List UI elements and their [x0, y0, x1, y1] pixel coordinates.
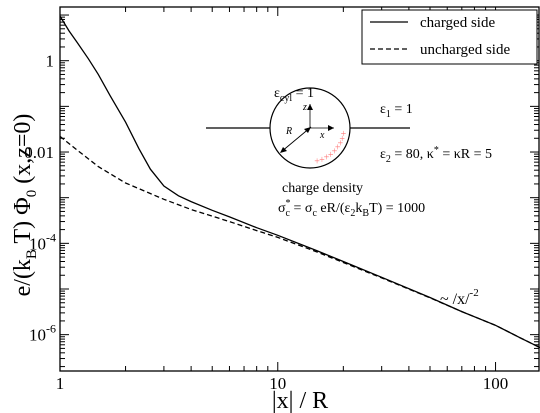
eps1-label: ε1 = 1 [380, 102, 413, 120]
inset-z-arrow [307, 104, 313, 110]
power-law-label: ~ /x/-2 [440, 287, 479, 308]
y-tick-label: 0.01 [24, 143, 54, 162]
y-axis-title: e/(kB T) Φ0 (x,z=0) [10, 114, 40, 297]
inset-radius-arrow-a [280, 147, 287, 153]
inset-charges: +++++++++ [314, 129, 346, 167]
sigma-label: σ* c = σc eR/(ε2kBT) = 1000 [278, 198, 425, 219]
inset-plus-charge: + [339, 134, 345, 145]
y-tick-label: 10-4 [29, 230, 56, 253]
inset-plus-charge: + [328, 150, 334, 161]
inset-label-x: x [319, 130, 325, 141]
y-tick-label: 1 [46, 52, 55, 71]
inset-plus-charge: + [319, 155, 325, 166]
plot-frame [59, 6, 540, 372]
inset-plus-charge: + [335, 143, 341, 154]
x-axis-title: |x| / R [272, 388, 328, 413]
eps-cyl-label: εcyl = 1 [274, 86, 314, 104]
inset-radius-line [280, 126, 312, 153]
series-layer [59, 15, 540, 349]
inset-plus-charge: + [332, 147, 338, 158]
inset-plus-charge: + [324, 153, 330, 164]
inset-x-arrow [328, 125, 334, 131]
legend-box [361, 9, 538, 65]
inset-label-z: z [302, 102, 307, 113]
inset-plus-charge: + [341, 129, 347, 140]
x-tick-label: 10 [269, 374, 286, 393]
x-tick-label: 1 [56, 374, 65, 393]
inset-plus-charge: + [314, 156, 320, 167]
legend-label-charged: charged side [420, 15, 495, 31]
x-tick-labels: 1 10 100 [56, 374, 509, 393]
inset-radius-arrow-b [304, 127, 311, 133]
eps2-label: ε2 = 80, κ* = κR = 5 [380, 145, 492, 165]
inset-label-R: R [285, 126, 292, 137]
inset-plus-charge: + [337, 138, 343, 149]
y-tick-labels: 1 0.01 10-4 10-6 [24, 52, 56, 345]
inset-diagram: z x R +++++++++ εcyl = 1 ε1 = 1 ε2 = 80,… [206, 86, 492, 169]
x-tick-label: 100 [483, 374, 509, 393]
series-line-uncharged [59, 135, 540, 349]
charge-density-title: charge density [282, 181, 363, 196]
legend: charged side uncharged side [361, 9, 538, 65]
legend-label-uncharged: uncharged side [420, 42, 510, 58]
y-tick-label: 10-6 [29, 322, 56, 345]
